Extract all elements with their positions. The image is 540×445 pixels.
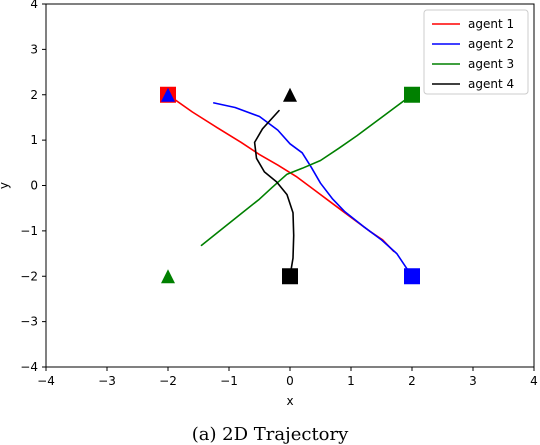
x-tick-label: 0 (286, 374, 294, 388)
x-tick-label: −1 (220, 374, 238, 388)
x-tick-label: 1 (347, 374, 355, 388)
series-line-agent-2 (213, 102, 413, 278)
legend-label: agent 1 (468, 17, 514, 31)
legend: agent 1 agent 2 agent 3 agent 4 (423, 9, 529, 95)
marker-layer (160, 86, 420, 285)
start-marker-agent-3 (404, 86, 420, 103)
x-tick-label: 3 (469, 374, 477, 388)
start-marker-agent-2 (404, 268, 420, 285)
y-tick-label: −4 (20, 360, 38, 374)
legend-label: agent 3 (468, 57, 514, 71)
series-line-agent-1 (167, 94, 395, 253)
y-tick-label: 4 (30, 0, 38, 11)
x-tick-label: −4 (37, 374, 55, 388)
y-tick-label: −2 (20, 269, 38, 283)
x-axis-label: x (286, 394, 293, 408)
figure-caption: (a) 2D Trajectory (191, 424, 349, 445)
y-tick-label: −3 (20, 315, 38, 329)
legend-label: agent 2 (468, 37, 514, 51)
legend-label: agent 4 (468, 77, 514, 91)
y-tick-label: 2 (30, 88, 38, 102)
y-axis-label: y (0, 182, 11, 189)
tick-layer: −4 −3 −2 −1 0 1 2 3 4 −4 −3 −2 −1 0 1 2 3 4 (20, 0, 538, 388)
start-marker-agent-4 (282, 268, 298, 285)
goal-marker-agent-2 (161, 87, 175, 102)
series-layer (167, 94, 413, 278)
x-tick-label: −3 (98, 374, 116, 388)
legend-box (423, 9, 529, 95)
y-tick-label: 0 (30, 179, 38, 193)
series-line-agent-4 (253, 109, 295, 278)
y-tick-label: 1 (30, 133, 38, 147)
x-tick-label: 2 (408, 374, 416, 388)
x-tick-label: −2 (159, 374, 177, 388)
x-tick-label: 4 (530, 374, 538, 388)
y-tick-label: −1 (20, 224, 38, 238)
y-tick-label: 3 (30, 42, 38, 56)
goal-marker-agent-4 (283, 87, 297, 102)
series-line-agent-3 (200, 94, 413, 247)
goal-marker-agent-3 (161, 269, 175, 284)
